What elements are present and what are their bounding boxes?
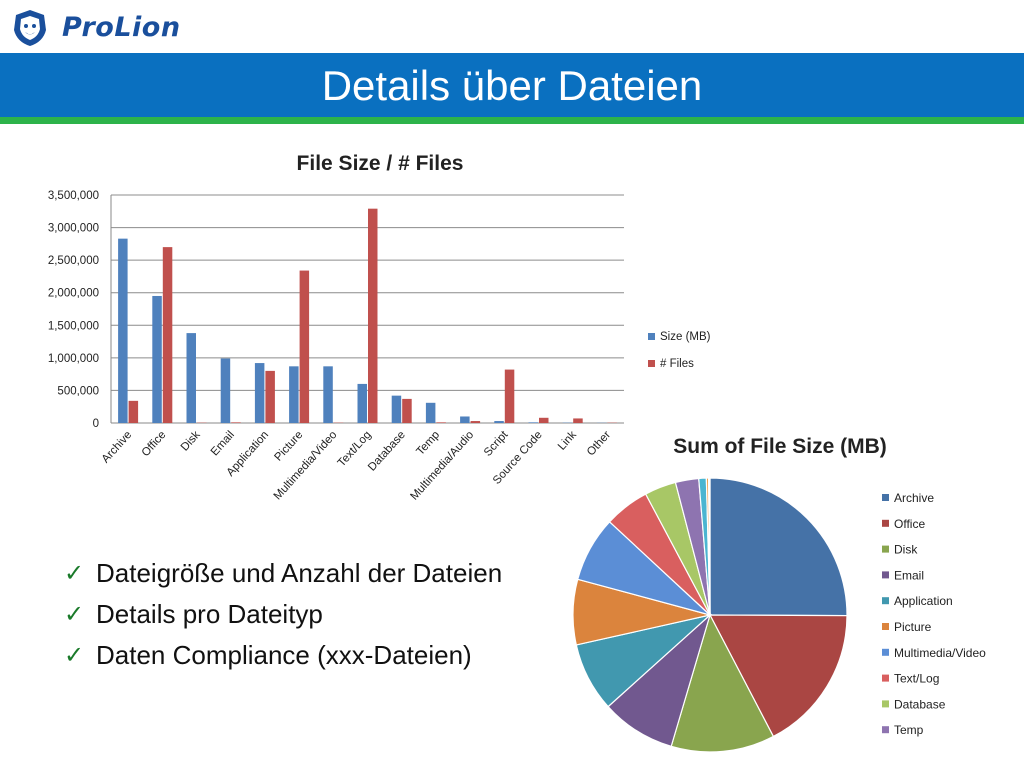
lion-head-icon bbox=[14, 10, 46, 46]
legend-swatch bbox=[882, 674, 889, 682]
pie-chart: Sum of File Size (MB) Archive Office Disk Em… bbox=[572, 435, 986, 753]
x-tick-label: Disk bbox=[179, 429, 203, 454]
x-tick-label: Office bbox=[140, 429, 169, 459]
y-tick-label: 1,000,000 bbox=[48, 353, 99, 365]
bar-files bbox=[436, 422, 446, 423]
x-tick-label: Multimedia/Video bbox=[272, 429, 340, 502]
legend-swatch bbox=[882, 494, 889, 501]
bar-files bbox=[128, 400, 139, 423]
title-stripe bbox=[0, 117, 1024, 124]
legend-label: Office bbox=[894, 517, 925, 531]
y-tick-label: 0 bbox=[93, 418, 99, 430]
bar-files bbox=[265, 370, 275, 423]
checkmark-icon: ✓ bbox=[64, 600, 85, 628]
bar-size bbox=[391, 395, 402, 423]
bullet-item: ✓ Details pro Dateityp bbox=[64, 597, 502, 638]
legend-swatch bbox=[882, 597, 889, 605]
bar-files bbox=[573, 418, 583, 423]
legend-label: Temp bbox=[894, 723, 924, 737]
bar-size bbox=[528, 422, 538, 423]
bar-files bbox=[504, 369, 515, 423]
chart-title: File Size / # Files bbox=[297, 152, 464, 175]
x-tick-label: Database bbox=[366, 429, 408, 474]
legend-label: Database bbox=[894, 697, 946, 711]
legend-swatch bbox=[648, 333, 655, 340]
pie-slice bbox=[709, 614, 848, 738]
legend-label: Email bbox=[894, 568, 924, 582]
bar-files bbox=[162, 247, 173, 423]
legend-swatch bbox=[882, 571, 889, 579]
checkmark-icon: ✓ bbox=[64, 559, 85, 587]
bullet-item: ✓ Dateigröße und Anzahl der Dateien bbox=[64, 556, 502, 597]
prolion-logo: ProLion bbox=[10, 8, 210, 48]
bullet-text: Daten Compliance (xxx-Dateien) bbox=[96, 640, 472, 670]
bar-files bbox=[470, 421, 481, 423]
bar-size bbox=[118, 238, 128, 423]
y-tick-label: 2,000,000 bbox=[48, 288, 99, 300]
bullet-item: ✓ Daten Compliance (xxx-Dateien) bbox=[64, 638, 502, 679]
bar-files bbox=[231, 422, 241, 423]
x-tick-label: Email bbox=[209, 429, 237, 458]
bar-size bbox=[357, 383, 367, 423]
legend-label: Disk bbox=[894, 543, 918, 557]
title-bar bbox=[0, 53, 1024, 117]
legend-swatch bbox=[882, 623, 889, 630]
bullet-list: ✓ Dateigröße und Anzahl der Dateien ✓ Deta… bbox=[64, 556, 502, 679]
legend-swatch bbox=[882, 648, 889, 656]
bar-size bbox=[425, 402, 436, 423]
bar-size bbox=[289, 366, 299, 423]
y-tick-label: 2,500,000 bbox=[48, 255, 99, 267]
page-title: Details über Dateien bbox=[321, 62, 703, 109]
bar-files bbox=[402, 398, 412, 423]
bar-size bbox=[220, 358, 231, 423]
legend-label: Archive bbox=[894, 491, 934, 505]
bullet-text: Details pro Dateityp bbox=[96, 599, 323, 629]
legend-label: Multimedia/Video bbox=[894, 646, 986, 660]
bar-files bbox=[368, 208, 378, 423]
y-tick-label: 500,000 bbox=[57, 385, 99, 397]
legend-label: Size (MB) bbox=[660, 331, 711, 343]
x-tick-label: Multimedia/Audio bbox=[408, 429, 476, 503]
bullet-text: Dateigröße und Anzahl der Dateien bbox=[96, 558, 503, 588]
legend-swatch bbox=[882, 545, 889, 553]
x-tick-label: Script bbox=[482, 428, 511, 458]
bar-size bbox=[323, 366, 333, 423]
pie-slice bbox=[670, 613, 775, 753]
bar-size bbox=[460, 416, 470, 423]
legend-label: Application bbox=[894, 594, 953, 608]
y-tick-label: 1,500,000 bbox=[48, 320, 99, 332]
y-tick-label: 3,500,000 bbox=[48, 190, 99, 202]
bar-size bbox=[186, 333, 196, 423]
legend-swatch bbox=[882, 700, 889, 708]
legend-label: Text/Log bbox=[894, 672, 939, 686]
bar-chart: File Size / # Files 0 500,000 1,000,000 1,50… bbox=[48, 152, 711, 503]
legend-swatch bbox=[882, 726, 889, 734]
y-tick-label: 3,000,000 bbox=[48, 223, 99, 235]
x-tick-label: Picture bbox=[272, 429, 305, 464]
legend-swatch bbox=[882, 519, 889, 527]
checkmark-icon: ✓ bbox=[64, 641, 85, 669]
pie-slice bbox=[709, 477, 848, 617]
bar-size bbox=[254, 363, 265, 423]
legend-label: Picture bbox=[894, 620, 932, 634]
bar-files bbox=[539, 417, 549, 423]
bar-size bbox=[494, 421, 504, 423]
bar-size bbox=[152, 295, 162, 423]
bar-files bbox=[299, 270, 310, 423]
x-tick-label: Archive bbox=[100, 429, 135, 466]
x-tick-label: Temp bbox=[414, 429, 442, 458]
logo-text: ProLion bbox=[62, 12, 181, 43]
legend-label: # Files bbox=[660, 358, 694, 370]
legend-swatch bbox=[648, 360, 655, 367]
chart-title: Sum of File Size (MB) bbox=[673, 435, 887, 458]
